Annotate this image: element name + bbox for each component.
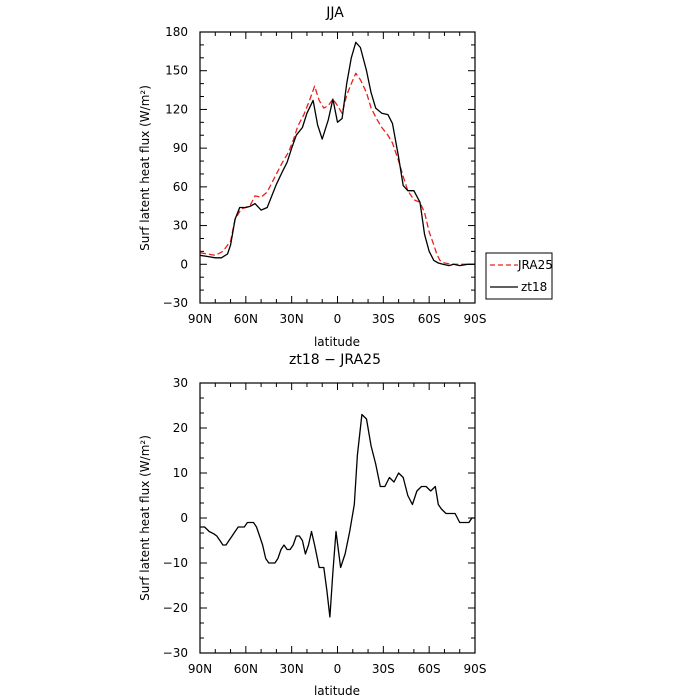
x-axis-label: latitude (314, 684, 360, 698)
y-tick-label: 30 (173, 376, 188, 390)
y-tick-labels: −30 0 30 60 90 120 150 180 (163, 25, 188, 310)
plot-frame (199, 31, 476, 304)
x-tick-label: 90S (464, 662, 487, 676)
x-tick-labels: 90N 60N 30N 0 30S 60S 90S (188, 312, 487, 326)
series-line-jra25 (199, 72, 475, 265)
series-line-difference (200, 413, 475, 618)
x-tick-label: 30S (372, 312, 395, 326)
chart-difference: zt18 − JRA25 90N 60N 30N 0 30S 60S 90S −30−20−… (138, 352, 486, 698)
x-tick-labels: 90N 60N 30N 0 30S 60S 90S (188, 662, 487, 676)
y-tick-label: 0 (180, 257, 188, 271)
y-tick-label: 10 (173, 466, 188, 480)
y-tick-labels: −30 −20 −10 0 10 20 30 (163, 376, 188, 660)
x-tick-label: 0 (334, 662, 342, 676)
x-tick-label: 30N (280, 662, 304, 676)
y-tick-label: 60 (173, 180, 188, 194)
legend: JRA25 zt18 (485, 252, 553, 300)
y-tick-label: 180 (165, 25, 188, 39)
y-tick-label: 20 (173, 421, 188, 435)
tick-marks (199, 382, 476, 654)
y-axis-label: Surf latent heat flux (W/m²) (138, 435, 152, 601)
x-tick-label: 60N (234, 662, 258, 676)
x-tick-label: 60S (418, 662, 441, 676)
plot-frame (199, 382, 476, 654)
series-lines (199, 41, 475, 267)
x-tick-label: 30S (372, 662, 395, 676)
x-tick-label: 90N (188, 662, 212, 676)
y-tick-label: 30 (173, 219, 188, 233)
y-tick-label: −30 (163, 296, 188, 310)
x-tick-label: 90N (188, 312, 212, 326)
series-lines (200, 413, 475, 618)
y-tick-label: 90 (173, 141, 188, 155)
x-axis-label: latitude (314, 335, 360, 349)
x-tick-label: 30N (280, 312, 304, 326)
tick-marks (199, 31, 476, 304)
x-tick-label: 60S (418, 312, 441, 326)
series-line-zt18 (199, 41, 475, 267)
y-tick-label: −10 (163, 556, 188, 570)
y-axis-label: Surf latent heat flux (W/m²) (138, 85, 152, 251)
x-tick-label: 60N (234, 312, 258, 326)
y-tick-label: −30 (163, 646, 188, 660)
x-tick-label: 90S (464, 312, 487, 326)
chart-jja: JJA 90N 60N 30N 0 30S 60S 90S −30 0 30 60 90 120 150… (138, 5, 553, 349)
legend-label-jra25: JRA25 (517, 258, 553, 272)
chart-title: JJA (325, 5, 344, 21)
y-tick-label: −20 (163, 601, 188, 615)
y-tick-label: 150 (165, 64, 188, 78)
y-tick-label: 120 (165, 102, 188, 116)
legend-label-zt18: zt18 (521, 280, 547, 294)
chart-title: zt18 − JRA25 (289, 352, 381, 368)
x-tick-label: 0 (334, 312, 342, 326)
y-tick-label: 0 (180, 511, 188, 525)
legend-box (485, 252, 553, 300)
